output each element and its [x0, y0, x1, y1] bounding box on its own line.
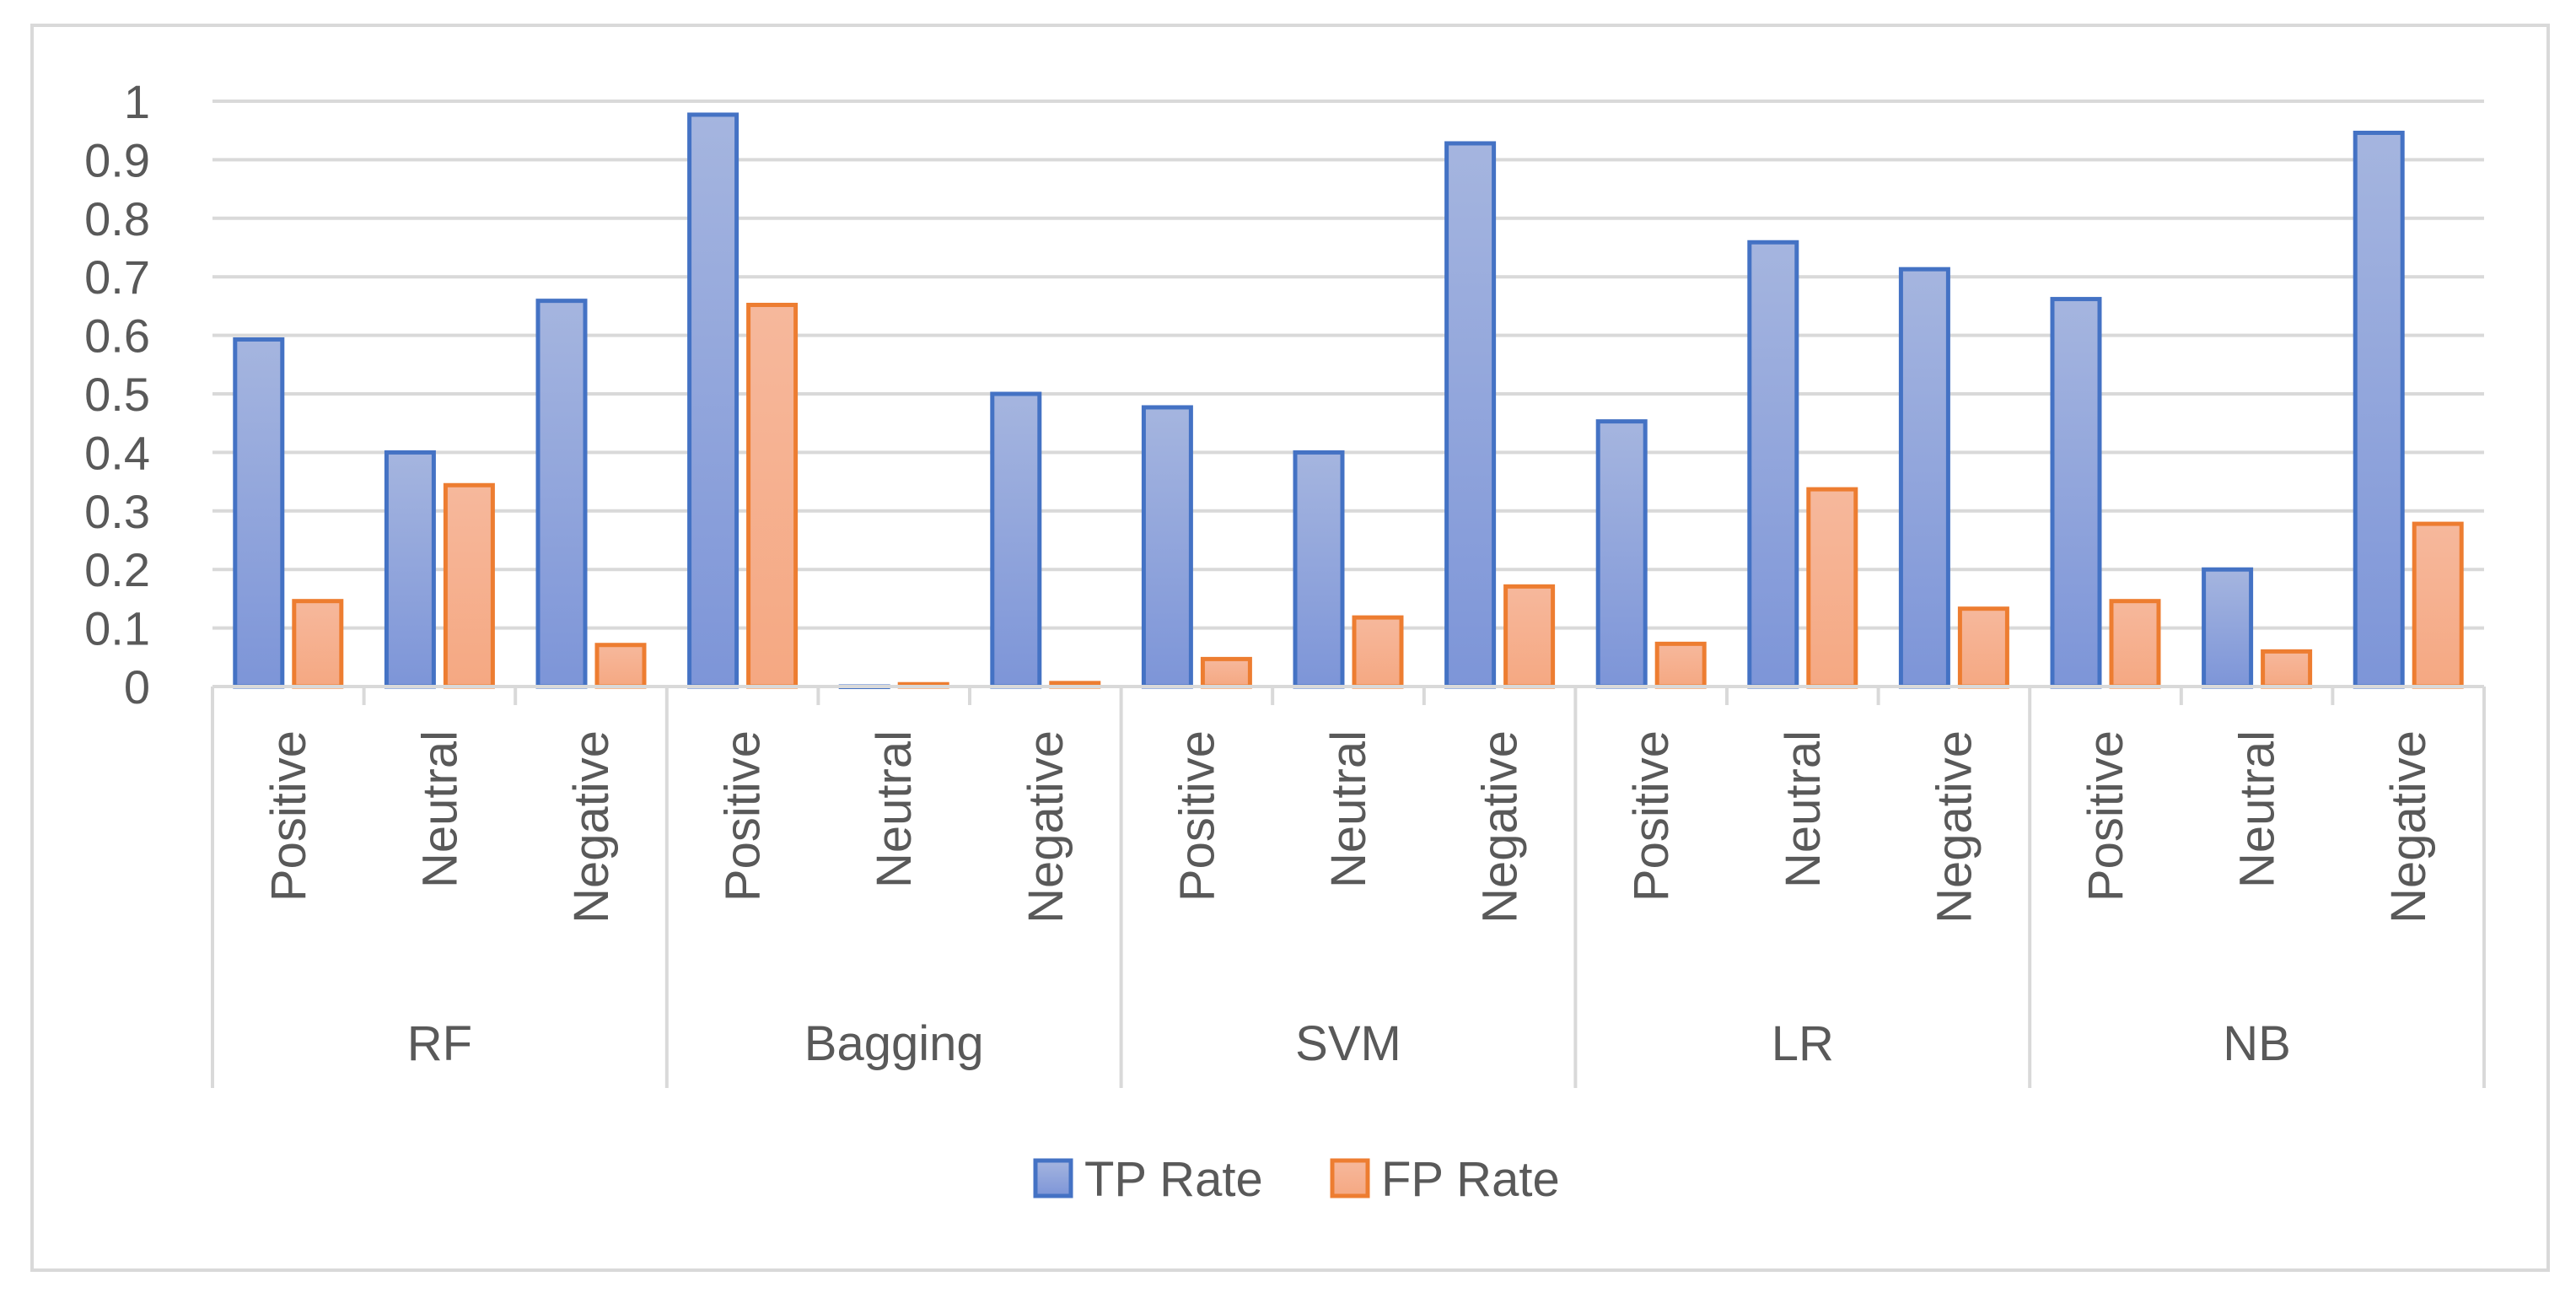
y-tick-label: 0.2 — [84, 543, 150, 596]
tp-rate-bar — [687, 112, 739, 689]
subcategory-label: Negative — [2381, 730, 2436, 924]
subcategory-label: Negative — [1019, 730, 1073, 924]
tp-rate-bar — [2050, 297, 2102, 689]
fp-rate-bar — [1503, 584, 1556, 689]
tp-rate-bar — [535, 299, 588, 689]
subcategory-label: Positive — [1170, 730, 1224, 902]
y-tick-label: 0.9 — [84, 133, 150, 186]
fp-rate-bar — [2412, 521, 2464, 689]
tp-rate-bar — [990, 391, 1042, 689]
group-label: NB — [2223, 1016, 2291, 1071]
tp-rate-bar — [1293, 450, 1345, 689]
fp-rate-bar — [1806, 487, 1858, 689]
category-labels: Positive Neutral Negative RF Positive Neutral… — [261, 730, 2436, 1071]
tp-rate-bar — [1595, 419, 1648, 689]
tp-rate-bar — [2353, 130, 2405, 689]
subcategory-label: Neutral — [2230, 730, 2285, 888]
bars — [233, 112, 2464, 689]
legend-fp-rate-swatch — [1330, 1158, 1370, 1198]
fp-rate-bar — [443, 482, 495, 689]
subcategory-label: Neutral — [1321, 730, 1376, 888]
category-axis — [211, 685, 2486, 1088]
tp-rate-bar — [233, 337, 285, 689]
group-label: Bagging — [804, 1016, 984, 1071]
y-tick-label: 0.7 — [84, 250, 150, 304]
tp-rate-bar — [1747, 240, 1799, 689]
y-tick-label: 0.6 — [84, 310, 150, 363]
subcategory-label: Neutral — [1776, 730, 1831, 888]
subcategory-label: Neutral — [412, 730, 467, 888]
tp-rate-bar — [1898, 267, 1950, 689]
y-axis-tick-labels: 00.1 0.20.3 0.40.50.6 0.70.8 0.91 — [84, 75, 150, 714]
subcategory-label: Positive — [716, 730, 771, 902]
fp-rate-bar — [292, 599, 344, 689]
y-tick-label: 0.4 — [84, 426, 150, 479]
subcategory-label: Negative — [564, 730, 619, 924]
fp-rate-bar — [2261, 649, 2313, 689]
legend-tp-rate-label: TP Rate — [1084, 1152, 1263, 1207]
subcategory-label: Positive — [2079, 730, 2133, 902]
subcategory-label: Negative — [1927, 730, 1982, 924]
y-tick-label: 0.1 — [84, 602, 150, 655]
subcategory-label: Positive — [261, 730, 316, 902]
legend-tp-rate-swatch — [1033, 1158, 1073, 1198]
fp-rate-bar — [1352, 615, 1404, 689]
fp-rate-bar — [1957, 606, 2009, 689]
tp-rate-bar — [384, 450, 436, 689]
y-tick-label: 1 — [124, 75, 150, 128]
subcategory-label: Neutral — [867, 730, 922, 888]
y-tick-label: 0.5 — [84, 368, 150, 421]
fp-rate-bar — [594, 643, 647, 689]
fp-rate-bar — [2109, 599, 2161, 689]
tp-rate-bar — [2202, 567, 2254, 689]
tp-rate-bar — [1444, 141, 1497, 689]
fp-rate-bar — [1200, 656, 1252, 689]
legend-fp-rate-label: FP Rate — [1381, 1152, 1560, 1207]
subcategory-label: Positive — [1624, 730, 1679, 902]
tp-rate-bar — [1141, 405, 1193, 689]
y-tick-label: 0 — [124, 660, 150, 714]
group-label: SVM — [1295, 1016, 1401, 1071]
fp-rate-bar — [746, 303, 799, 689]
y-tick-label: 0.8 — [84, 192, 150, 245]
y-tick-label: 0.3 — [84, 485, 150, 538]
subcategory-label: Negative — [1473, 730, 1528, 924]
group-label: RF — [407, 1016, 472, 1071]
group-label: LR — [1772, 1016, 1834, 1071]
legend: TP Rate FP Rate — [1033, 1152, 1560, 1207]
fp-rate-bar — [1654, 641, 1707, 689]
